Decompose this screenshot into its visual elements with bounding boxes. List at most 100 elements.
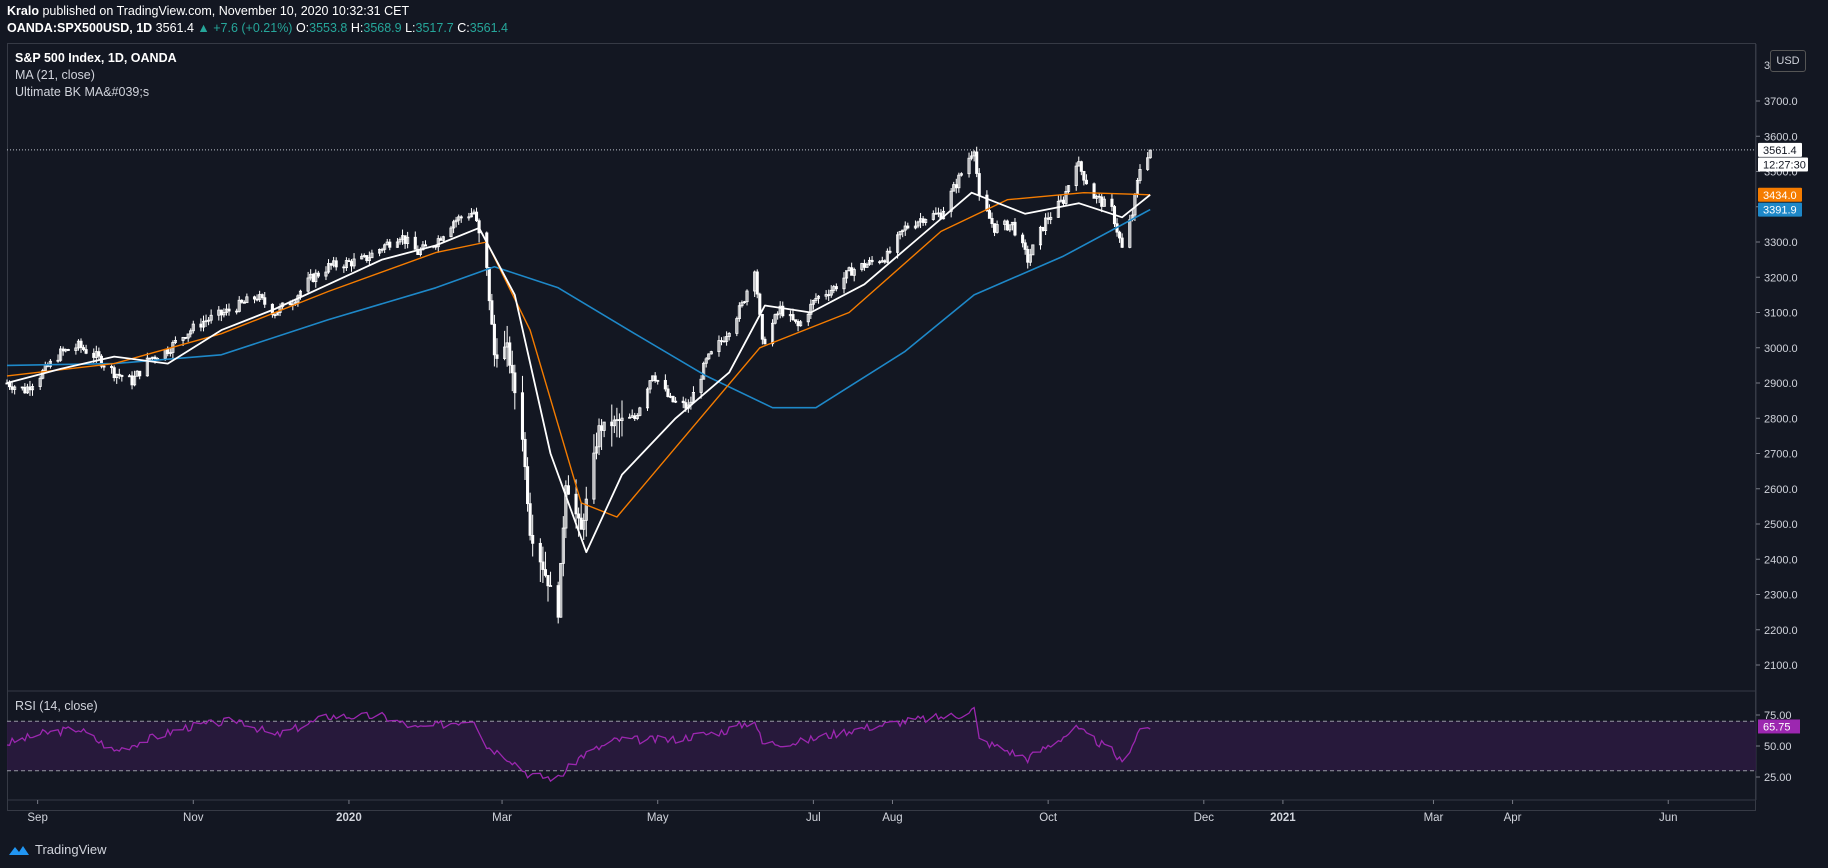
candle-body <box>66 349 70 351</box>
candle-body <box>781 305 785 317</box>
candle-body <box>1118 231 1122 239</box>
candle-body <box>469 213 473 218</box>
candle-body <box>383 244 387 250</box>
candle-body <box>306 277 310 292</box>
candle-body <box>548 585 553 587</box>
candle-body <box>360 255 364 260</box>
candle-body <box>921 218 925 223</box>
candle-body <box>454 219 458 223</box>
candle-body <box>564 485 568 529</box>
candle-body <box>770 322 775 345</box>
candle-body <box>987 210 992 219</box>
rsi-legend: RSI (14, close) <box>15 699 98 713</box>
candle-body <box>365 255 369 261</box>
candle-body <box>275 312 280 316</box>
price-tick-label: 2400.0 <box>1764 554 1798 566</box>
time-tick-label: Oct <box>1039 812 1058 824</box>
candle-body <box>388 241 392 248</box>
candle-body <box>574 493 578 515</box>
candle-body <box>1026 249 1030 263</box>
candle-body <box>674 400 678 403</box>
price-tick-label: 2700.0 <box>1764 449 1798 461</box>
rsi-band-fill <box>7 721 1756 771</box>
candle-body <box>834 286 838 290</box>
price-label-box <box>1758 157 1808 172</box>
candle-body <box>827 294 831 296</box>
candle-body <box>329 263 333 266</box>
candle-body <box>666 388 670 397</box>
candle-body <box>227 308 231 312</box>
candle-body <box>735 318 739 334</box>
candle-body <box>931 213 935 220</box>
candle-body <box>59 348 63 361</box>
candle-body <box>413 236 417 250</box>
candle-body <box>648 380 652 390</box>
candle-body <box>117 373 121 376</box>
candle-body <box>406 236 410 244</box>
candle-body <box>645 388 650 409</box>
price-tick-label: 2600.0 <box>1764 484 1798 496</box>
tradingview-footer[interactable]: TradingView <box>8 842 107 857</box>
candle-body <box>263 297 267 305</box>
candle-body <box>1097 195 1101 198</box>
candle-body <box>13 386 17 390</box>
ma-legend: MA (21, close) <box>15 68 95 82</box>
candle-body <box>791 314 795 321</box>
currency-button[interactable]: USD <box>1770 50 1806 72</box>
candle-body <box>600 425 604 431</box>
candle-body <box>704 358 708 364</box>
candle-body <box>342 266 346 269</box>
candle-body <box>799 321 803 327</box>
price-label-box <box>1758 202 1802 217</box>
candle-body <box>508 342 512 366</box>
candle-body <box>763 338 767 345</box>
candle-body <box>84 349 88 354</box>
candle-body <box>492 323 496 356</box>
candle-body <box>1102 198 1106 207</box>
rsi-tick-label: 50.00 <box>1764 741 1792 753</box>
candle-body <box>924 219 928 223</box>
candle-body <box>1056 200 1060 218</box>
candle-body <box>153 356 157 360</box>
candle-body <box>531 534 535 544</box>
candle-body <box>316 272 320 277</box>
low-label: L: <box>405 21 416 35</box>
candle-body <box>110 365 114 369</box>
candle-body <box>681 400 685 404</box>
chart-title: S&P 500 Index, 1D, OANDA <box>15 51 177 65</box>
candle-body <box>166 349 170 355</box>
candle-body <box>1013 221 1017 236</box>
symbol-line: OANDA:SPX500USD, 1D 3561.4 ▲ +7.6 (+0.21… <box>7 21 508 35</box>
publisher-name[interactable]: Kralo <box>7 4 39 18</box>
candle-body <box>380 248 384 251</box>
candle-body <box>717 340 721 353</box>
price-change: +7.6 (+0.21%) <box>213 21 293 35</box>
time-tick-label: Mar <box>492 812 512 824</box>
symbol[interactable]: OANDA:SPX500USD, 1D <box>7 21 153 35</box>
candle-body <box>727 332 731 337</box>
candle-body <box>138 370 142 377</box>
close-label: C: <box>457 21 470 35</box>
time-tick-label: Apr <box>1504 812 1522 824</box>
low-value: 3517.7 <box>415 21 454 35</box>
candle-body <box>850 267 854 276</box>
price-tick-label: 3100.0 <box>1764 308 1798 320</box>
candle-body <box>559 562 563 618</box>
price-tick-label: 3200.0 <box>1764 272 1798 284</box>
candle-body <box>898 231 902 236</box>
candle-body <box>298 290 303 297</box>
candle-body <box>656 379 660 382</box>
candle-body <box>449 227 453 238</box>
candle-body <box>1028 254 1032 263</box>
published-text: published on TradingView.com, November 1… <box>42 4 410 18</box>
candle-body <box>252 296 257 300</box>
rsi-tick-label: 75.00 <box>1764 710 1792 722</box>
candle-body <box>326 263 331 273</box>
candle-body <box>61 348 65 352</box>
candle-body <box>148 357 152 360</box>
candle-body <box>617 419 621 422</box>
time-tick-label: May <box>647 812 669 824</box>
candle-body <box>452 221 456 229</box>
price-tick-label: 2300.0 <box>1764 590 1798 602</box>
